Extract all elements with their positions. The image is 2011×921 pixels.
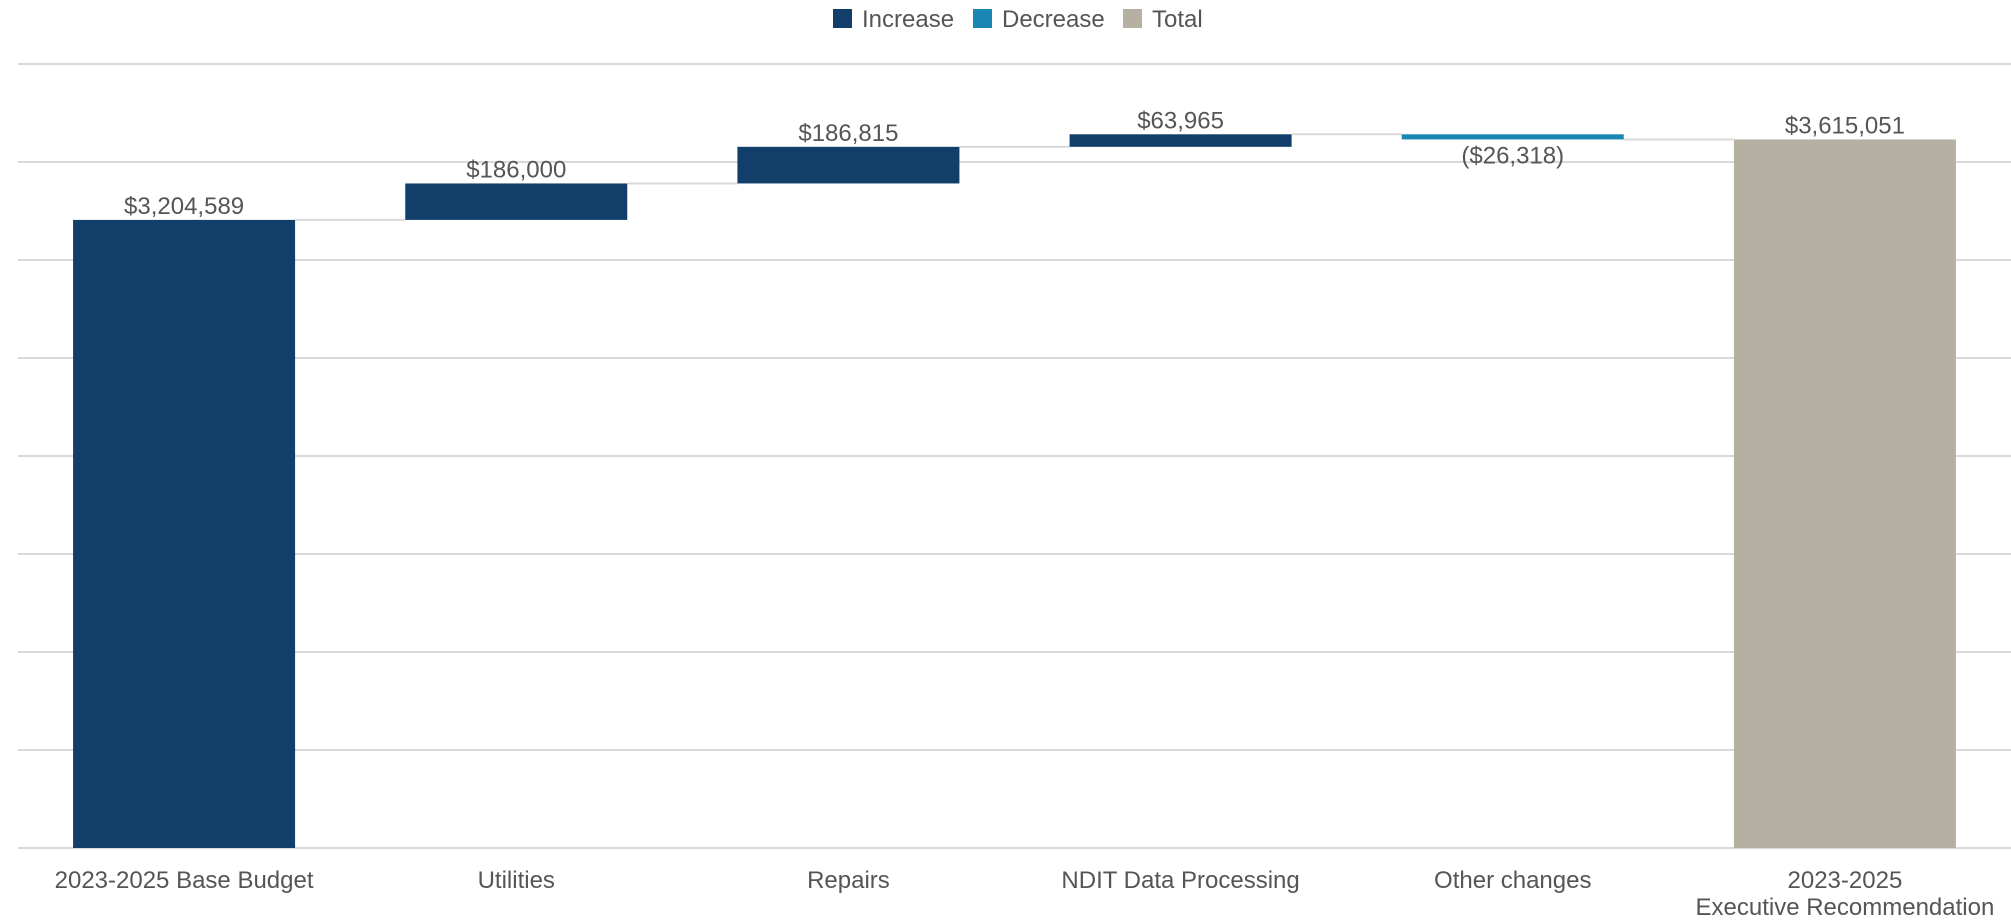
- data-label: $186,000: [466, 156, 566, 183]
- x-tick-label: Utilities: [478, 867, 555, 894]
- legend-item-decrease: Decrease: [973, 6, 1105, 33]
- legend-swatch: [833, 9, 852, 28]
- data-label: ($26,318): [1461, 142, 1564, 169]
- x-tick-label-line: 2023-2025: [1788, 867, 1903, 894]
- bar-decrease: [1401, 134, 1624, 140]
- legend-item-increase: Increase: [833, 6, 954, 33]
- bar-increase: [73, 219, 296, 848]
- x-tick-label-line: Utilities: [478, 867, 555, 894]
- x-tick-label: NDIT Data Processing: [1061, 867, 1299, 894]
- bar-increase: [737, 146, 960, 184]
- data-label: $3,615,051: [1785, 112, 1905, 139]
- data-label: $3,204,589: [124, 193, 244, 220]
- legend-label: Increase: [862, 6, 954, 33]
- legend: Increase Decrease Total: [833, 6, 1203, 33]
- bar-increase: [405, 183, 628, 220]
- gridlines: [18, 63, 2011, 849]
- x-tick-label-line: NDIT Data Processing: [1061, 867, 1299, 894]
- x-tick-label: 2023-2025 Executive Recommendation: [1696, 867, 1995, 921]
- x-tick-label: 2023-2025 Base Budget: [55, 867, 314, 894]
- x-tick-label-line: 2023-2025 Base Budget: [55, 867, 314, 894]
- legend-label: Decrease: [1002, 6, 1105, 33]
- x-tick-label-line: Executive Recommendation: [1696, 894, 1995, 921]
- data-label: $63,965: [1137, 107, 1224, 134]
- x-tick-label: Other changes: [1434, 867, 1591, 894]
- data-label: $186,815: [798, 120, 898, 147]
- legend-label: Total: [1152, 6, 1203, 33]
- legend-swatch: [973, 9, 992, 28]
- x-tick-label-line: Repairs: [807, 867, 890, 894]
- bars: [73, 134, 1956, 848]
- data-labels: $3,204,589 $186,000 $186,815 $63,965 ($26,31…: [124, 107, 1905, 220]
- bar-total: [1733, 139, 1956, 848]
- legend-swatch: [1123, 9, 1142, 28]
- legend-item-total: Total: [1123, 6, 1203, 33]
- x-tick-label: Repairs: [807, 867, 890, 894]
- connector-lines: [295, 133, 1734, 221]
- x-tick-label-line: Other changes: [1434, 867, 1591, 894]
- bar-increase: [1069, 134, 1292, 147]
- x-axis-tick-labels: 2023-2025 Base Budget Utilities Repairs NDI…: [55, 867, 1995, 921]
